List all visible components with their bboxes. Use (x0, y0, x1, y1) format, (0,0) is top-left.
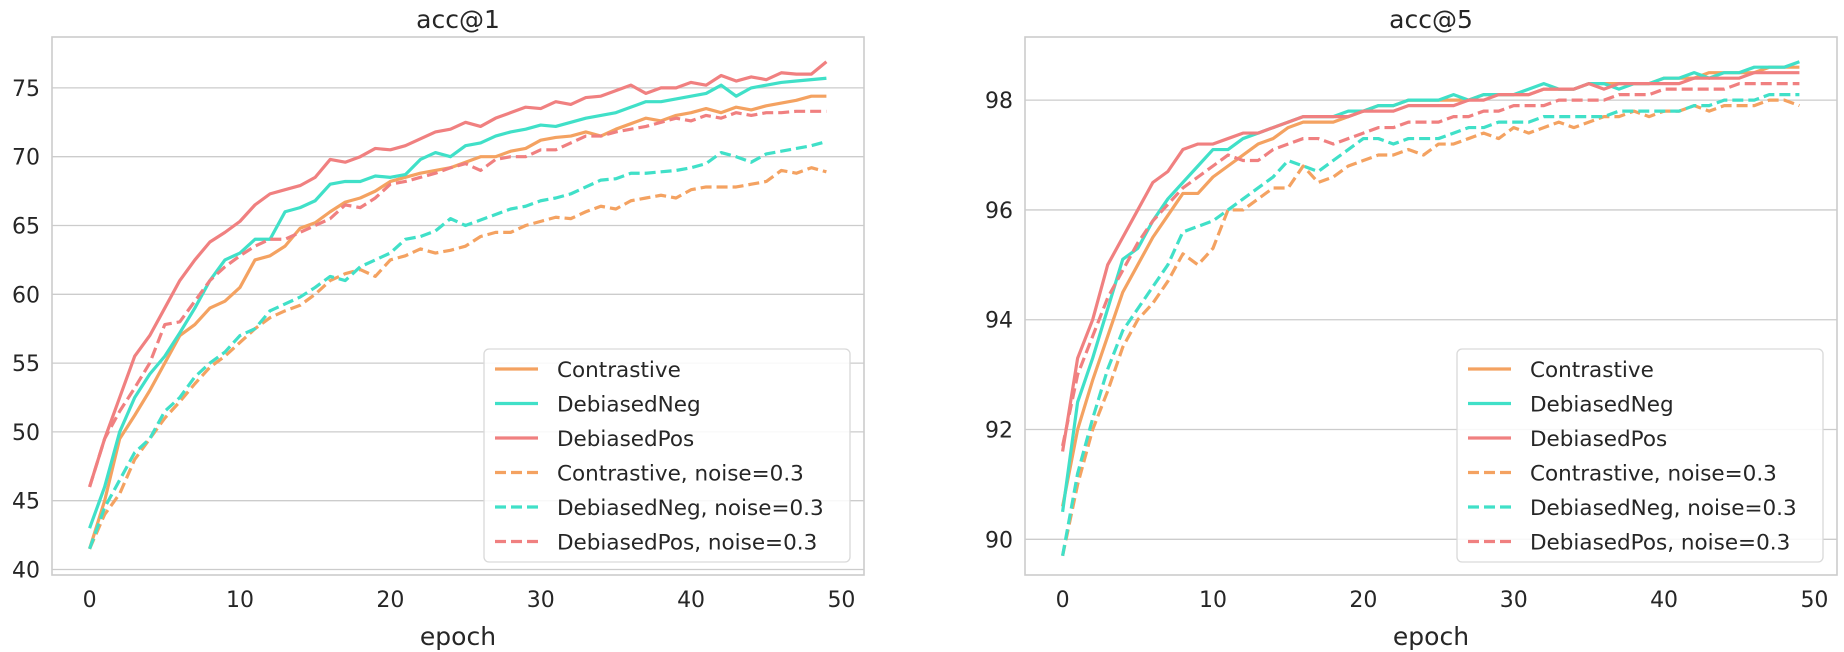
x-tick-label: 20 (1349, 588, 1377, 613)
y-tick-label: 92 (985, 419, 1013, 444)
y-tick-label: 98 (985, 89, 1013, 114)
y-tick-label: 75 (12, 77, 40, 102)
x-tick-label: 30 (1500, 588, 1528, 613)
y-tick-label: 94 (985, 309, 1013, 334)
x-tick-label: 50 (1800, 588, 1828, 613)
legend-label: DebiasedPos (557, 427, 694, 452)
x-tick-label: 50 (827, 588, 855, 613)
chart-title: acc@5 (1389, 5, 1473, 34)
legend-box (483, 348, 851, 563)
x-tick-label: 0 (83, 588, 97, 613)
x-tick-label: 30 (527, 588, 555, 613)
x-tick-label: 40 (677, 588, 705, 613)
y-tick-label: 40 (12, 558, 40, 583)
legend: Contrastive DebiasedNeg DebiasedPos Contras… (483, 348, 851, 563)
y-tick-label: 65 (12, 215, 40, 240)
series-line-6 (88, 109, 827, 488)
x-tick-label: 10 (226, 588, 254, 613)
series-line-6 (1061, 82, 1800, 447)
y-tick-label: 55 (12, 352, 40, 377)
plot-frame (1024, 36, 1838, 576)
series-line-3 (88, 60, 828, 488)
legend-label: Contrastive (557, 358, 681, 383)
legend-label: Contrastive (1530, 358, 1654, 383)
x-tick-label: 20 (376, 588, 404, 613)
x-tick-label: 10 (1199, 588, 1227, 613)
legend-label: DebiasedNeg (557, 393, 701, 418)
legend: Contrastive DebiasedNeg DebiasedPos Contras… (1456, 348, 1824, 563)
y-tick-label: 50 (12, 421, 40, 446)
x-tick-label: 40 (1650, 588, 1678, 613)
legend-label: DebiasedPos (1530, 427, 1667, 452)
series-line-3 (1061, 71, 1800, 452)
chart-title: acc@1 (416, 5, 500, 34)
y-tick-label: 70 (12, 146, 40, 171)
legend-label: Contrastive, noise=0.3 (557, 462, 804, 487)
y-tick-label: 96 (985, 199, 1013, 224)
y-tick-label: 60 (12, 283, 40, 308)
legend-label: DebiasedPos, noise=0.3 (1530, 531, 1790, 556)
chart-panel-2: 90 92 94 96 98 0 10 20 30 40 50 acc@5 epoch Contrasti… (985, 5, 1838, 651)
legend-label: DebiasedNeg (1530, 393, 1674, 418)
plot-frame (51, 36, 865, 576)
legend-label: DebiasedPos, noise=0.3 (557, 531, 817, 556)
y-tick-label: 45 (12, 490, 40, 515)
x-axis-label: epoch (1393, 622, 1469, 651)
series-line-5 (1061, 93, 1800, 557)
series-line-2 (1061, 60, 1800, 513)
chart-panel-1: 40 45 50 55 60 65 70 75 0 10 20 30 40 50 acc@1 epoch Con… (12, 5, 865, 651)
series-lines (1061, 60, 1800, 557)
legend-label: DebiasedNeg, noise=0.3 (1530, 496, 1797, 521)
legend-box (1456, 348, 1824, 563)
legend-label: DebiasedNeg, noise=0.3 (557, 496, 824, 521)
legend-label: Contrastive, noise=0.3 (1530, 462, 1777, 487)
series-line-4 (88, 166, 827, 550)
x-axis-label: epoch (420, 622, 496, 651)
y-tick-label: 90 (985, 528, 1013, 553)
series-lines (88, 60, 828, 550)
series-line-5 (88, 140, 827, 550)
x-tick-label: 0 (1056, 588, 1070, 613)
